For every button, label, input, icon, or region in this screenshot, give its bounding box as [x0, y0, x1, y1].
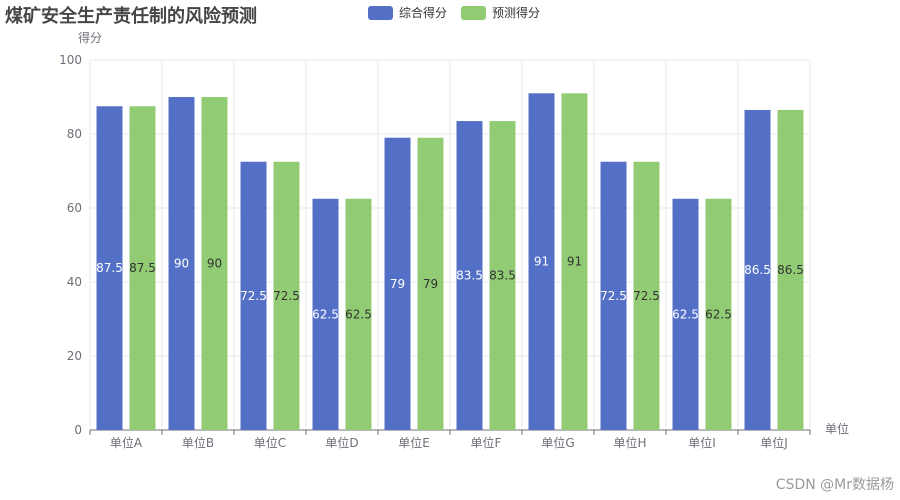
data-label-series-1: 79	[390, 277, 405, 291]
x-tick-label: 单位I	[688, 435, 716, 450]
data-label-series-2: 72.5	[633, 289, 660, 303]
data-label-series-1: 62.5	[312, 307, 339, 321]
data-label-series-1: 72.5	[240, 289, 267, 303]
x-tick-label: 单位E	[398, 435, 430, 450]
data-label-series-1: 62.5	[672, 307, 699, 321]
y-tick-label: 60	[67, 201, 82, 215]
y-tick-label: 0	[74, 423, 82, 437]
x-tick-label: 单位D	[325, 435, 358, 450]
data-label-series-2: 87.5	[129, 261, 156, 275]
bar-series-1	[672, 198, 699, 430]
data-label-series-2: 79	[423, 277, 438, 291]
data-label-series-1: 87.5	[96, 261, 123, 275]
bar-series-1	[600, 161, 627, 430]
x-tick-label: 单位A	[110, 435, 143, 450]
data-label-series-1: 83.5	[456, 269, 483, 283]
x-tick-label: 单位G	[541, 435, 574, 450]
legend-item-series-2[interactable]: 预测得分	[461, 4, 540, 21]
watermark: CSDN @Mr数据杨	[775, 477, 894, 493]
legend-label-series-2: 预测得分	[492, 6, 541, 20]
data-label-series-2: 62.5	[705, 307, 732, 321]
data-label-series-2: 72.5	[273, 289, 300, 303]
bar-series-1	[240, 161, 267, 430]
data-label-series-2: 91	[567, 255, 582, 269]
bar-series-2	[633, 161, 660, 430]
bar-series-2	[273, 161, 300, 430]
bar-series-2	[705, 198, 732, 430]
x-tick-label: 单位J	[760, 435, 788, 450]
x-tick-label: 单位B	[182, 435, 214, 450]
x-tick-label: 单位H	[613, 435, 646, 450]
data-label-series-2: 62.5	[345, 307, 372, 321]
bar-series-2	[561, 93, 588, 431]
y-tick-label: 80	[67, 127, 82, 141]
bar-series-2	[129, 106, 156, 430]
bar-series-2	[777, 109, 804, 430]
data-label-series-1: 86.5	[744, 263, 771, 277]
legend-swatch-series-1	[368, 5, 393, 20]
y-axis-label: 得分	[78, 30, 102, 45]
data-label-series-1: 90	[174, 257, 189, 271]
x-tick-label: 单位F	[471, 435, 502, 450]
data-label-series-1: 72.5	[600, 289, 627, 303]
legend-label-series-1: 综合得分	[399, 6, 448, 20]
bar-series-1	[456, 121, 483, 431]
data-label-series-2: 90	[207, 257, 222, 271]
bar-series-2	[345, 198, 372, 430]
legend-item-series-1[interactable]: 综合得分	[368, 4, 447, 21]
data-label-series-2: 86.5	[777, 263, 804, 277]
bar-series-2	[417, 137, 444, 430]
legend: 综合得分 预测得分	[368, 4, 540, 21]
y-tick-label: 100	[59, 53, 82, 67]
y-tick-label: 20	[67, 349, 82, 363]
x-tick-label: 单位C	[254, 435, 286, 450]
x-axis-label: 单位	[825, 421, 849, 436]
chart-title: 煤矿安全生产责任制的风险预测	[5, 6, 257, 27]
bar-series-1	[744, 109, 771, 430]
bar-series-1	[528, 93, 555, 431]
y-tick-label: 40	[67, 275, 82, 289]
data-label-series-1: 91	[534, 255, 549, 269]
bar-series-1	[96, 106, 123, 430]
bar-series-2	[489, 121, 516, 431]
legend-swatch-series-2	[461, 5, 487, 20]
bar-series-1	[312, 198, 339, 430]
bar-series-1	[384, 137, 411, 430]
data-label-series-2: 83.5	[489, 269, 516, 283]
bar-series-1	[168, 97, 195, 430]
bar-series-2	[201, 97, 228, 430]
